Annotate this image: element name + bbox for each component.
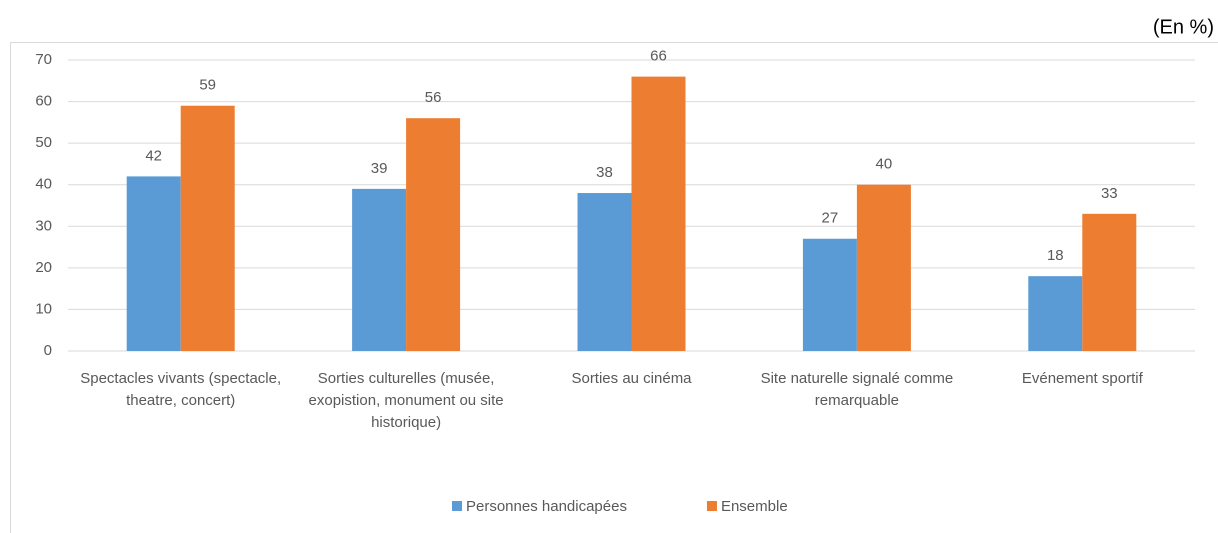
bar	[406, 118, 461, 351]
x-tick-label: Sorties au cinéma	[571, 370, 692, 387]
x-tick-label: Site naturelle signalé comme remarquable	[760, 370, 954, 409]
data-label: 40	[876, 156, 893, 173]
bar	[1082, 213, 1137, 351]
data-label: 18	[1047, 247, 1064, 264]
y-tick-label: 30	[35, 217, 52, 234]
bar	[352, 188, 407, 351]
data-label: 66	[650, 48, 667, 65]
legend-swatch	[706, 501, 717, 511]
data-label: 56	[425, 89, 442, 106]
y-tick-label: 40	[35, 176, 52, 193]
x-tick-label: Evénement sportif	[1021, 370, 1143, 387]
legend-label: Ensemble	[721, 498, 788, 515]
bar	[1028, 276, 1083, 351]
bar	[802, 238, 857, 351]
chart-frame	[10, 42, 1218, 533]
x-tick-label: Spectacles vivants (spectacle, theatre, …	[80, 370, 282, 409]
y-tick-label: 50	[35, 134, 52, 151]
bar	[126, 176, 181, 351]
bar	[856, 184, 911, 351]
data-label: 39	[371, 160, 388, 177]
data-label: 27	[822, 210, 839, 227]
legend-swatch	[452, 501, 462, 511]
legend-label: Personnes handicapées	[466, 498, 627, 515]
x-tick-label: Sorties culturelles (musée, exopistion, …	[308, 370, 504, 431]
y-tick-label: 10	[35, 300, 52, 317]
data-label: 42	[145, 147, 162, 164]
bar	[577, 193, 632, 351]
y-tick-label: 20	[35, 259, 52, 276]
unit-note: (En %)	[1153, 16, 1214, 38]
data-label: 33	[1101, 185, 1118, 202]
data-label: 59	[199, 77, 216, 94]
bar	[180, 105, 235, 351]
y-tick-label: 60	[35, 93, 52, 110]
y-tick-label: 70	[35, 51, 52, 68]
y-tick-label: 0	[44, 342, 52, 359]
bar	[631, 76, 686, 351]
data-label: 38	[596, 164, 613, 181]
